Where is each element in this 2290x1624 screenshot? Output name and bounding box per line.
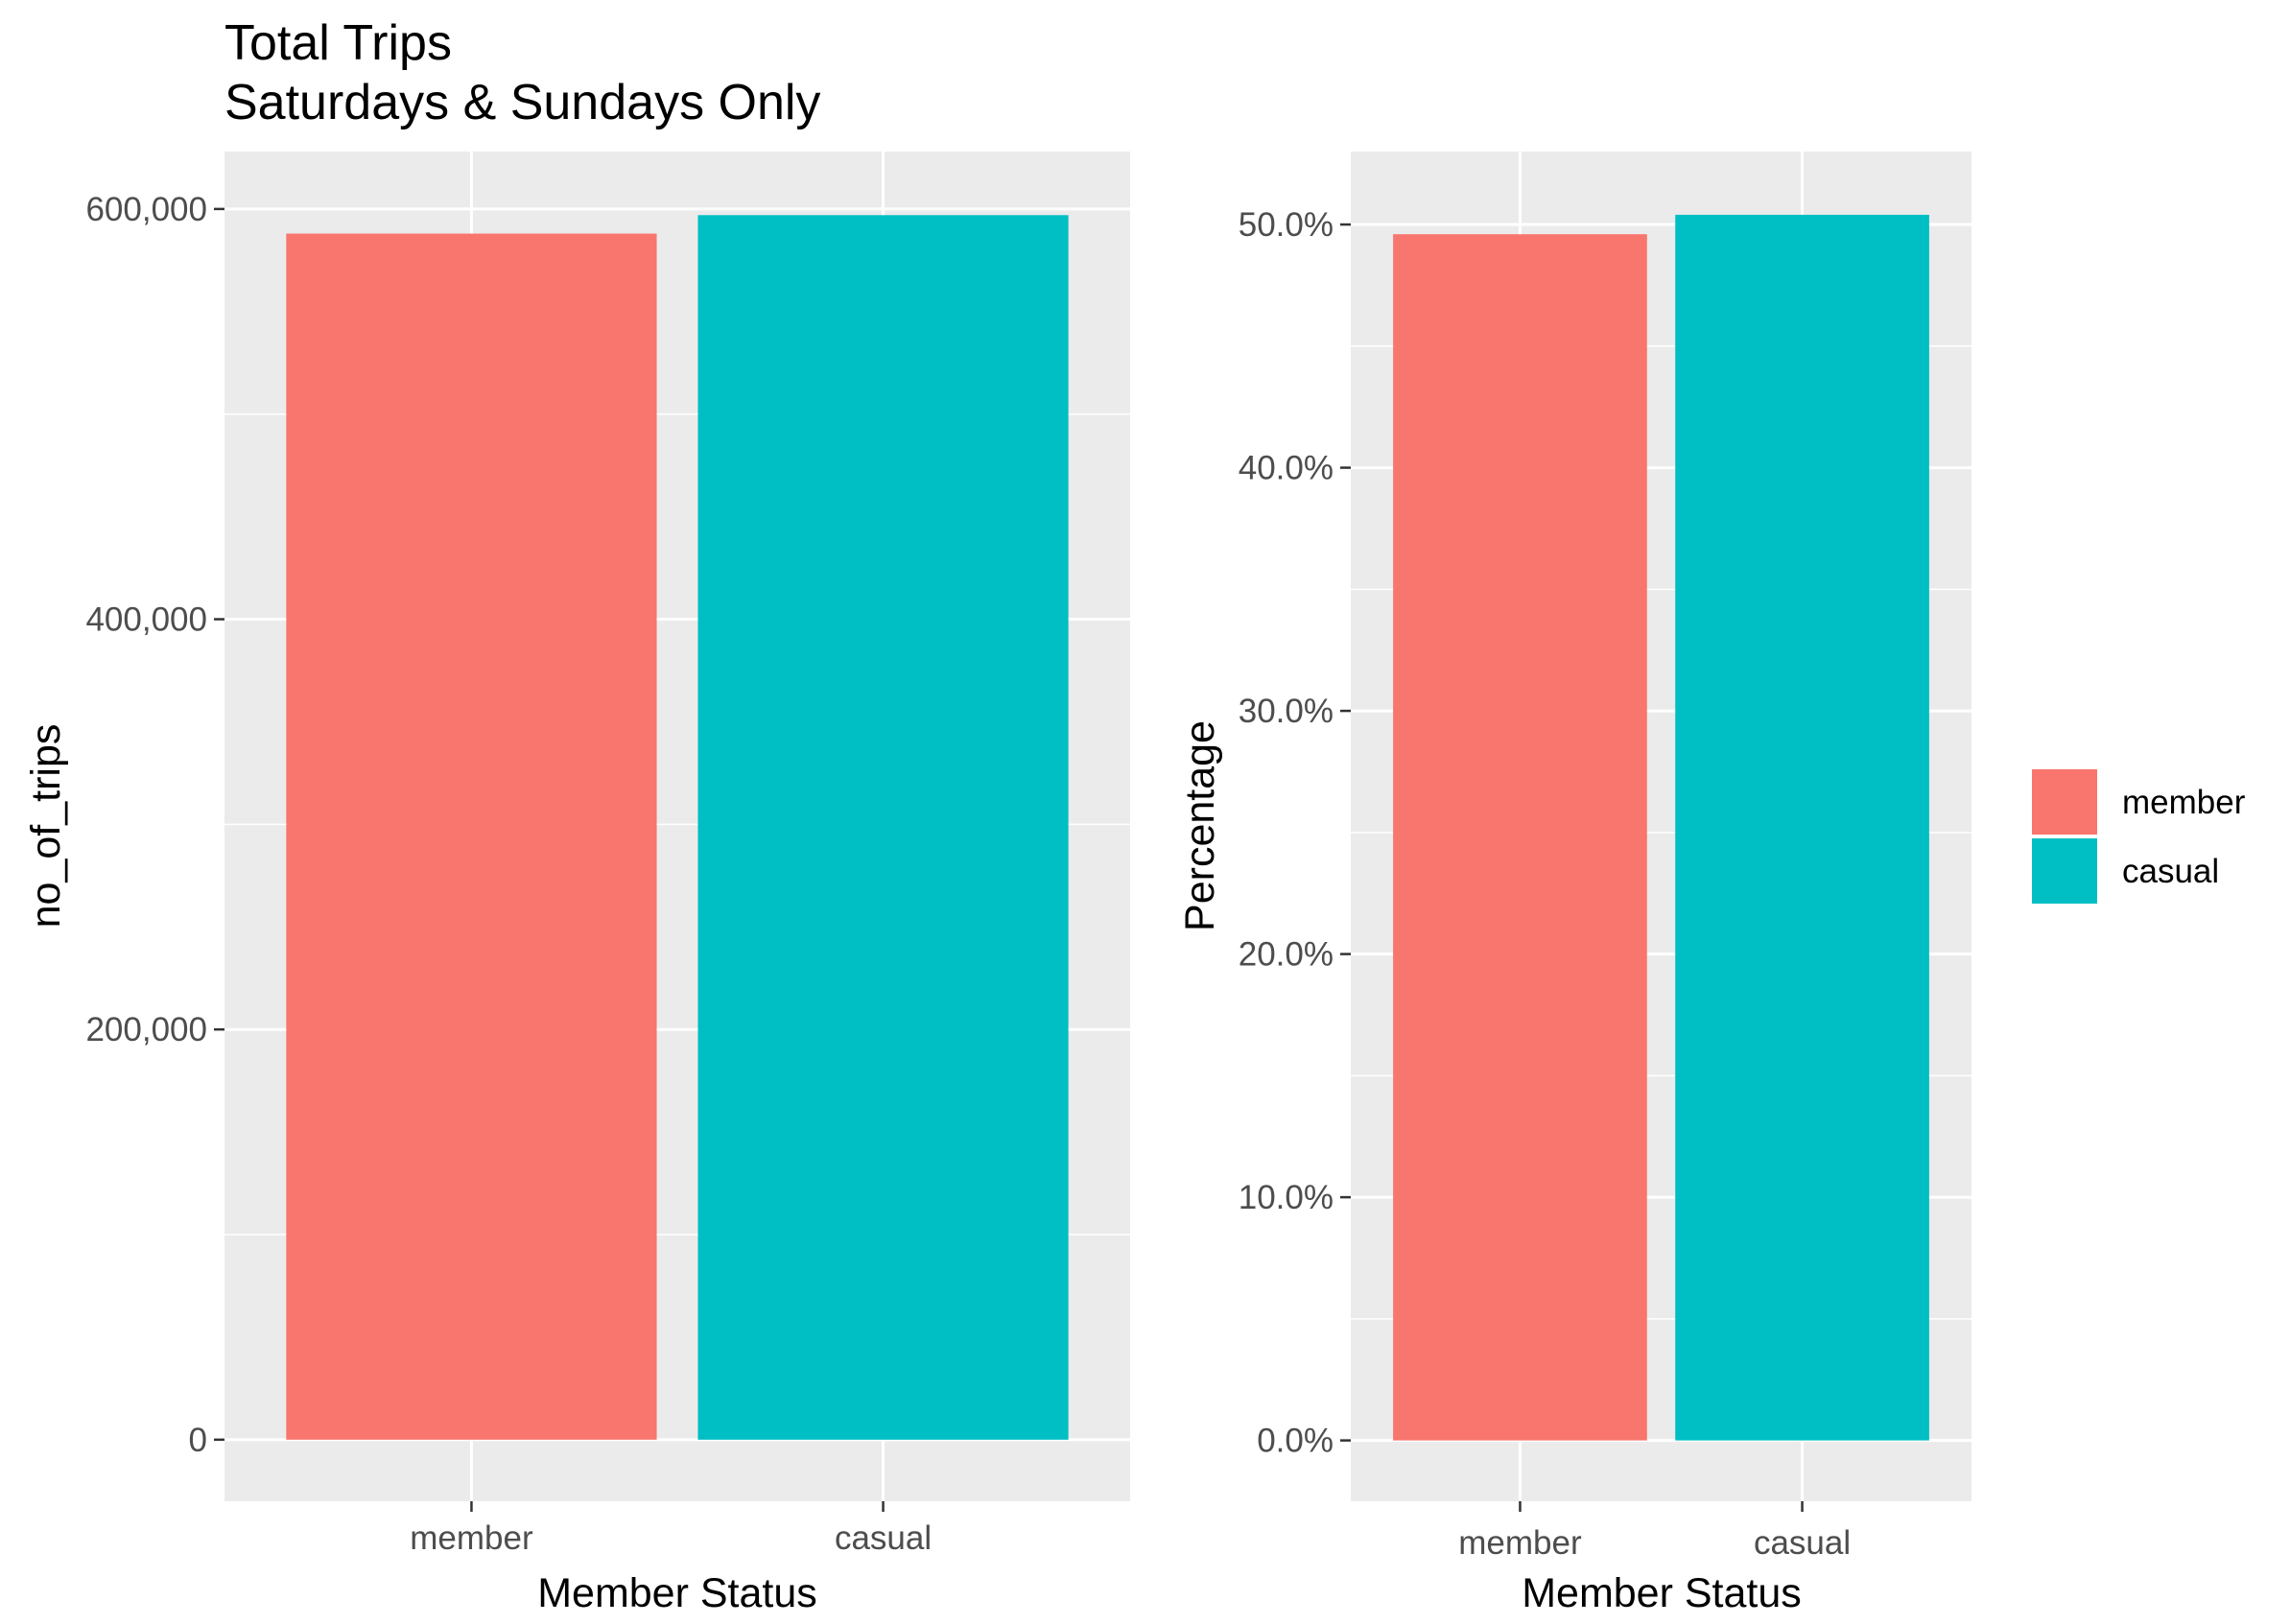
bar-casual [697, 215, 1069, 1440]
y-tick-label: 0 [189, 1422, 207, 1459]
legend-label-member: member [2122, 784, 2246, 821]
legend-key-member [2032, 769, 2097, 835]
y-tick-label: 50.0% [1239, 206, 1334, 244]
y-tick-label: 30.0% [1239, 693, 1334, 730]
bar-member [286, 233, 657, 1440]
chart-subtitle: Saturdays & Sundays Only [224, 75, 820, 130]
bar-member [1393, 234, 1647, 1441]
legend: member casual [2032, 769, 2246, 904]
x-tick-label-casual: casual [835, 1519, 932, 1557]
y-tick-label: 400,000 [85, 601, 207, 639]
x-axis-title: Member Status [1522, 1570, 1802, 1616]
y-axis-title: Percentage [1177, 720, 1223, 931]
legend-label-casual: casual [2122, 853, 2219, 890]
y-axis-title: no_of_trips [23, 724, 69, 929]
x-tick-label-member: member [410, 1519, 533, 1557]
y-tick-label: 0.0% [1257, 1423, 1334, 1460]
legend-key-casual [2032, 838, 2097, 904]
left-chart: 0 200,000 400,000 600,000 member casual Member… [23, 152, 1130, 1616]
y-tick-label: 600,000 [85, 191, 207, 228]
x-tick-label-casual: casual [1754, 1524, 1851, 1562]
chart-title: Total Trips [224, 15, 452, 71]
right-chart: 0.0% 10.0% 20.0% 30.0% 40.0% 50.0% member casua… [1177, 152, 1971, 1616]
bar-casual [1675, 214, 1929, 1441]
y-tick-label: 200,000 [85, 1011, 207, 1048]
y-tick-label: 10.0% [1239, 1179, 1334, 1216]
y-tick-label: 20.0% [1239, 936, 1334, 974]
y-tick-label: 40.0% [1239, 450, 1334, 487]
x-tick-label-member: member [1458, 1524, 1582, 1562]
x-axis-title: Member Status [537, 1570, 817, 1616]
